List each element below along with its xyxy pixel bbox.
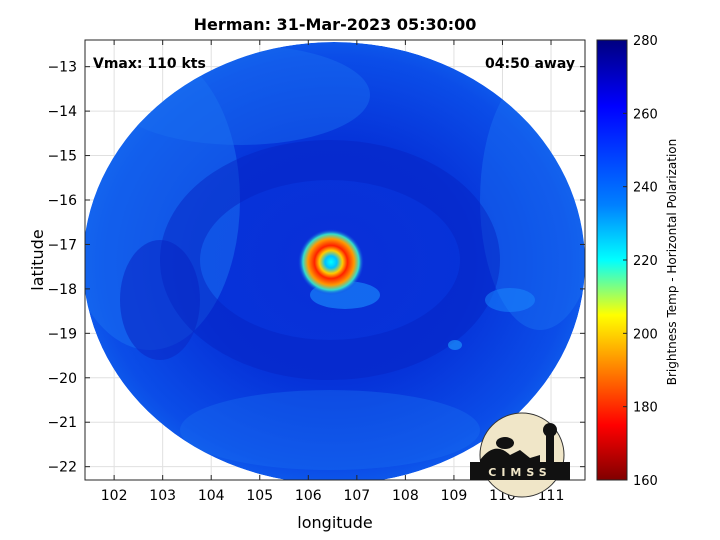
y-tick-label: −13 [47, 60, 77, 76]
y-axis-ticks: −13 −14 −15 −16 −17 −18 −19 −20 −21 −22 [47, 60, 585, 476]
colorbar-tick-label: 260 [633, 107, 658, 122]
colorbar-ticks: 160 180 200 220 240 260 280 [623, 34, 658, 489]
x-tick-label: 111 [538, 488, 565, 504]
x-tick-label: 108 [392, 488, 419, 504]
chart-title: Herman: 31-Mar-2023 05:30:00 [194, 15, 477, 34]
axes-box [84, 39, 586, 481]
vmax-label: Vmax: 110 kts [93, 56, 206, 72]
x-tick-label: 105 [246, 488, 273, 504]
colorbar-tick-label: 200 [633, 327, 658, 342]
colorbar [596, 39, 628, 481]
colorbar-label: Brightness Temp - Horizontal Polarizatio… [665, 139, 679, 386]
y-tick-label: −17 [47, 237, 77, 253]
y-tick-label: −21 [47, 415, 77, 431]
x-tick-label: 106 [295, 488, 322, 504]
y-tick-label: −15 [47, 149, 77, 165]
x-tick-label: 109 [441, 488, 468, 504]
y-tick-label: −22 [47, 460, 77, 476]
y-tick-label: −18 [47, 282, 77, 298]
y-tick-label: −14 [47, 104, 77, 120]
x-axis-label: longitude [297, 513, 372, 532]
x-tick-label: 102 [101, 488, 128, 504]
y-axis-label: latitude [28, 229, 47, 290]
colorbar-tick-label: 280 [633, 34, 658, 49]
colorbar-tick-label: 220 [633, 254, 658, 269]
x-tick-label: 104 [198, 488, 225, 504]
y-tick-label: −20 [47, 371, 77, 387]
x-tick-label: 107 [343, 488, 370, 504]
colorbar-tick-label: 160 [633, 474, 658, 489]
y-tick-label: −19 [47, 326, 77, 342]
x-tick-label: 103 [149, 488, 176, 504]
cimss-logo: CIMSS [470, 412, 570, 498]
time-offset-label: 04:50 away [485, 56, 575, 72]
storm-eyewall [298, 229, 364, 295]
y-tick-label: −16 [47, 193, 77, 209]
colorbar-tick-label: 240 [633, 181, 658, 196]
cimss-logo-text: CIMSS [488, 466, 551, 479]
colorbar-tick-label: 180 [633, 401, 658, 416]
